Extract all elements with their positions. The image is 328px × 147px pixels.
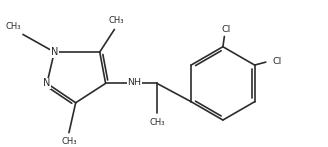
Text: CH₃: CH₃: [6, 22, 21, 31]
Text: N: N: [43, 78, 51, 88]
Text: CH₃: CH₃: [61, 137, 77, 146]
Text: Cl: Cl: [221, 25, 231, 34]
Text: Cl: Cl: [272, 57, 281, 66]
Text: CH₃: CH₃: [149, 118, 165, 127]
Text: CH₃: CH₃: [108, 16, 124, 25]
Text: NH: NH: [127, 78, 141, 87]
Text: N: N: [51, 47, 58, 57]
